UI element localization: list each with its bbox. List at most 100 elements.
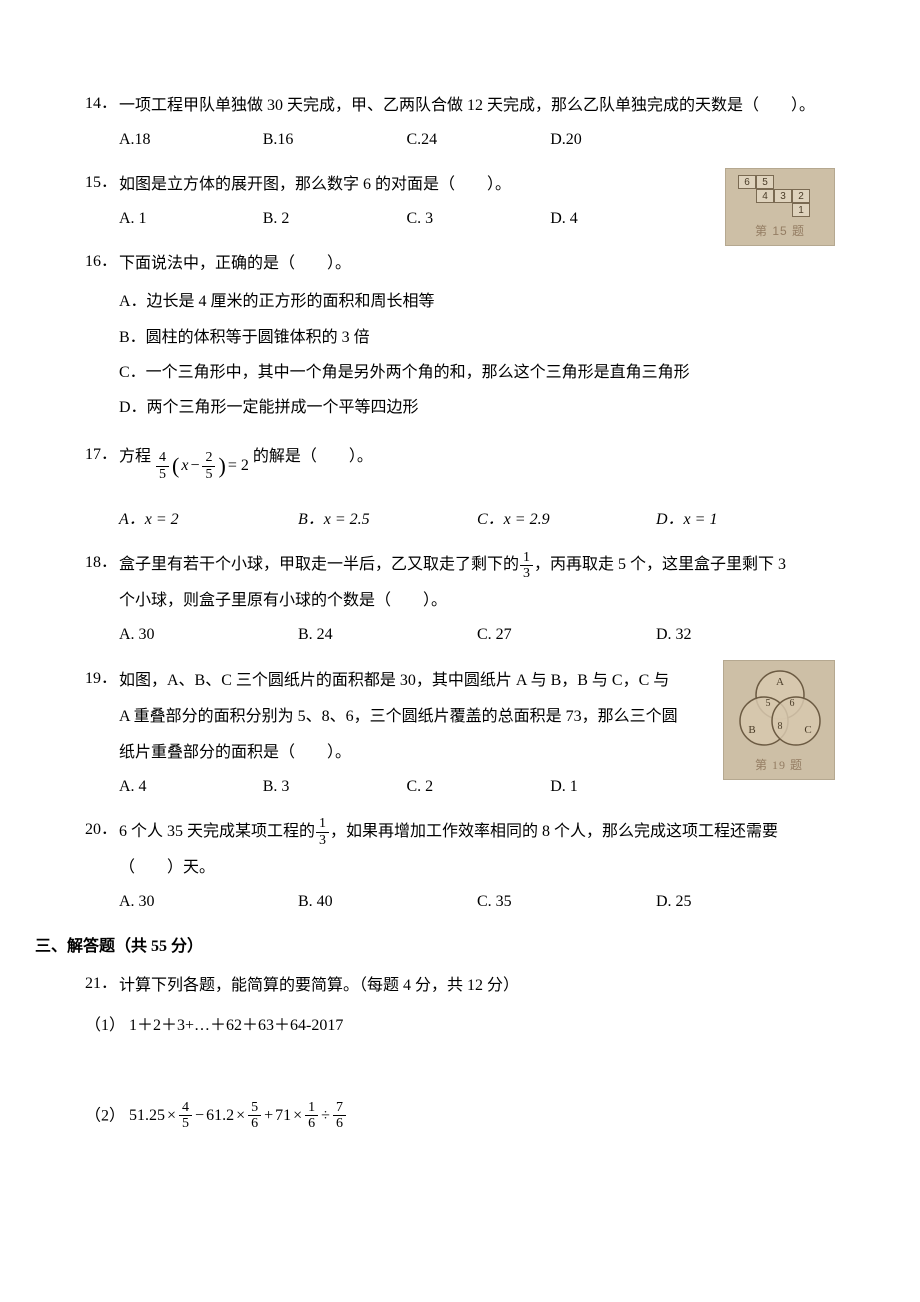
option-c: C. 35 (477, 888, 656, 915)
question-stem-l2: A 重叠部分的面积分别为 5、8、6，三个圆纸片覆盖的总面积是 73，那么三个圆 (119, 701, 704, 733)
option-b: B．x = 2.5 (298, 506, 477, 533)
variable-x: x (181, 450, 188, 482)
options-row: A.18 B.16 C.24 D.20 (119, 126, 694, 153)
fraction: 56 (248, 1100, 261, 1132)
net-cell: 2 (792, 189, 810, 203)
q19-figure: A B C 5 6 8 第 19 题 (723, 660, 835, 780)
expression: 1＋2＋3+…＋62＋63＋64-2017 (129, 1017, 343, 1034)
net-cell: 1 (792, 203, 810, 217)
question-number: 18． (85, 549, 119, 576)
question-stem: 一项工程甲队单独做 30 天完成，甲、乙两队合做 12 天完成，那么乙队单独完成… (119, 90, 835, 122)
option-a: A．x = 2 (119, 506, 298, 533)
option-a: A. 30 (119, 621, 298, 648)
question-stem: 方程 4 5 ( x − 2 5 ) = 2 的解是（ ） (119, 441, 835, 488)
options-row: A. 4 B. 3 C. 2 D. 1 (119, 773, 694, 800)
option-d: D．x = 1 (656, 506, 835, 533)
question-16: 16． 下面说法中，正确的是（ ）。 A．边长是 4 厘米的正方形的面积和周长相… (85, 248, 835, 433)
options-row: A. 30 B. 40 C. 35 D. 25 (119, 888, 835, 915)
option-b: B. 2 (263, 205, 407, 232)
question-21: 21． 计算下列各题，能简算的要简算。（每题 4 分，共 12 分） （1） 1… (85, 970, 835, 1131)
sub-label: （2） (85, 1107, 125, 1124)
fraction: 16 (305, 1100, 318, 1132)
net-cell: 5 (756, 175, 774, 189)
options-stacked: A．边长是 4 厘米的正方形的面积和周长相等 B．圆柱的体积等于圆锥体积的 3 … (119, 284, 835, 425)
section-3-title: 三、解答题（共 55 分） (35, 933, 835, 960)
fraction: 13 (520, 550, 533, 582)
sub-label: （1） (85, 1017, 125, 1034)
question-number: 21． (85, 970, 119, 997)
venn-overlap-ac: 6 (790, 698, 795, 709)
fraction: 13 (316, 816, 329, 848)
option-a: A. 1 (119, 205, 263, 232)
right-paren: ) (218, 444, 225, 488)
option-d: D. 25 (656, 888, 835, 915)
option-b: B. 3 (263, 773, 407, 800)
figure-caption: 第 19 题 (724, 755, 834, 775)
option-d: D．两个三角形一定能拼成一个平等四边形 (119, 390, 835, 425)
question-stem-l3: 纸片重叠部分的面积是（ ）。 (119, 737, 704, 769)
figure-caption: 第 15 题 (726, 221, 834, 241)
expression: 51.25 × 45 − 61.2 × 56 + 71 × 16 ÷ 76 (129, 1100, 347, 1132)
option-b: B．圆柱的体积等于圆锥体积的 3 倍 (119, 320, 835, 355)
question-number: 17． (85, 441, 119, 468)
question-number: 15． (85, 169, 119, 196)
q15-figure: 6 5 4 3 2 1 第 15 题 (725, 168, 835, 246)
equals-rhs: = 2 (228, 450, 249, 482)
left-paren: ( (172, 444, 179, 488)
question-stem: 盒子里有若干个小球，甲取走一半后，乙又取走了剩下的13，丙再取走 5 个，这里盒… (119, 549, 835, 581)
option-d: D. 1 (550, 773, 694, 800)
options-row: A. 30 B. 24 C. 27 D. 32 (119, 621, 835, 648)
question-stem: 下面说法中，正确的是（ ）。 (119, 248, 835, 280)
options-row: A．x = 2 B．x = 2.5 C．x = 2.9 D．x = 1 (119, 506, 835, 533)
subquestion-1: （1） 1＋2＋3+…＋62＋63＋64-2017 (85, 1012, 835, 1039)
option-c: C. 2 (407, 773, 551, 800)
option-b: B. 24 (298, 621, 477, 648)
question-number: 16． (85, 248, 119, 275)
question-20: 20． 6 个人 35 天完成某项工程的13，如果再增加工作效率相同的 8 个人… (85, 816, 835, 923)
venn-diagram: A B C 5 6 8 (724, 661, 836, 761)
fraction: 76 (333, 1100, 346, 1132)
question-stem-line2: （ ）天。 (119, 852, 835, 884)
question-stem-line2: 个小球，则盒子里原有小球的个数是（ ）。 (119, 585, 835, 617)
options-row: A. 1 B. 2 C. 3 D. 4 (119, 205, 694, 232)
question-stem-l1: 如图，A、B、C 三个圆纸片的面积都是 30，其中圆纸片 A 与 B，B 与 C… (119, 665, 704, 697)
fraction: 2 5 (202, 450, 215, 482)
option-d: D. 4 (550, 205, 694, 232)
option-d: D.20 (550, 126, 694, 153)
option-c: C．x = 2.9 (477, 506, 656, 533)
venn-label-c: C (804, 724, 811, 736)
option-c: C.24 (407, 126, 551, 153)
venn-overlap-bc: 8 (778, 721, 783, 732)
subquestion-2: （2） 51.25 × 45 − 61.2 × 56 + 71 × 16 ÷ 7… (85, 1100, 835, 1132)
question-stem: 计算下列各题，能简算的要简算。（每题 4 分，共 12 分） (119, 970, 835, 1002)
net-cell: 3 (774, 189, 792, 203)
question-14: 14． 一项工程甲队单独做 30 天完成，甲、乙两队合做 12 天完成，那么乙队… (85, 90, 835, 161)
question-number: 14． (85, 90, 119, 117)
stem-suffix: 的解是（ ）。 (253, 448, 373, 465)
fraction: 4 5 (156, 450, 169, 482)
option-c: C．一个三角形中，其中一个角是另外两个角的和，那么这个三角形是直角三角形 (119, 355, 835, 390)
question-number: 20． (85, 816, 119, 843)
question-stem: 6 个人 35 天完成某项工程的13，如果再增加工作效率相同的 8 个人，那么完… (119, 816, 835, 848)
question-15: 15． 如图是立方体的展开图，那么数字 6 的对面是（ ）。 A. 1 B. 2… (85, 169, 835, 240)
option-b: B. 40 (298, 888, 477, 915)
cube-net: 6 5 4 3 2 1 (732, 173, 828, 219)
option-a: A. 30 (119, 888, 298, 915)
option-c: C. 27 (477, 621, 656, 648)
equation: 4 5 ( x − 2 5 ) = 2 (155, 444, 249, 488)
question-number: 19． (85, 665, 119, 692)
venn-label-a: A (776, 676, 784, 688)
option-c: C. 3 (407, 205, 551, 232)
option-a: A.18 (119, 126, 263, 153)
stem-prefix: 方程 (119, 448, 151, 465)
net-cell: 4 (756, 189, 774, 203)
venn-overlap-ab: 5 (766, 698, 771, 709)
venn-label-b: B (748, 724, 755, 736)
question-17: 17． 方程 4 5 ( x − 2 5 ) = 2 (85, 441, 835, 541)
option-a: A. 4 (119, 773, 263, 800)
option-d: D. 32 (656, 621, 835, 648)
net-cell: 6 (738, 175, 756, 189)
option-a: A．边长是 4 厘米的正方形的面积和周长相等 (119, 284, 835, 319)
option-b: B.16 (263, 126, 407, 153)
fraction: 45 (179, 1100, 192, 1132)
